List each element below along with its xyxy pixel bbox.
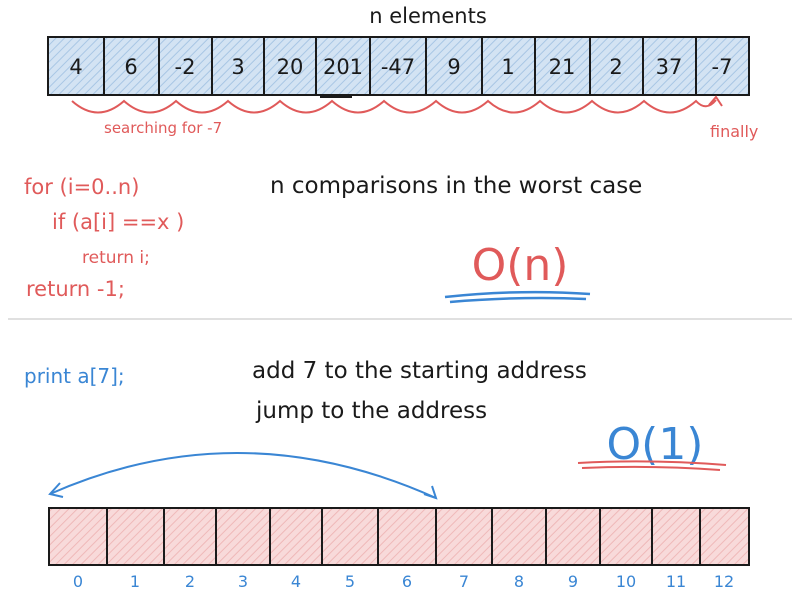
element-value: -7 xyxy=(712,55,733,79)
arrowhead-end-icon xyxy=(423,485,438,500)
print-code: print a[7]; xyxy=(24,364,125,388)
index-label: 11 xyxy=(666,572,686,591)
index-label: 9 xyxy=(568,572,578,591)
search-label: searching for -7 xyxy=(104,119,222,137)
element-value: 4 xyxy=(69,55,82,79)
element-value: 6 xyxy=(124,55,137,79)
code-line: return -1; xyxy=(26,277,125,301)
top-array-values: 4 6 -2 3 20 201 -47 9 1 21 2 37 -7 xyxy=(69,55,732,79)
worst-case-note: n comparisons in the worst case xyxy=(270,173,642,199)
element-value: 21 xyxy=(549,55,576,79)
index-label: 3 xyxy=(238,572,248,591)
index-label: 1 xyxy=(130,572,140,591)
complexity-linear: O(n) xyxy=(472,240,569,291)
step-add-offset: add 7 to the starting address xyxy=(252,358,587,384)
arrowhead-start-icon xyxy=(48,482,64,498)
element-value: 37 xyxy=(656,55,683,79)
index-label: 0 xyxy=(73,572,83,591)
top-array xyxy=(47,36,750,96)
element-value: 20 xyxy=(277,55,304,79)
index-label: 2 xyxy=(185,572,195,591)
element-value: 3 xyxy=(231,55,244,79)
index-label: 10 xyxy=(616,572,636,591)
complexity-constant-underline xyxy=(577,460,727,471)
step-jump: jump to the address xyxy=(255,398,487,424)
complexity-linear-underline xyxy=(444,290,591,304)
index-label: 8 xyxy=(514,572,524,591)
index-label: 4 xyxy=(291,572,301,591)
elements-title: n elements xyxy=(369,4,487,28)
found-label: finally xyxy=(710,122,758,141)
search-loops xyxy=(71,99,717,114)
linear-search-code: for (i=0..n) if (a[i] ==x ) return i; re… xyxy=(24,175,184,301)
element-value: 9 xyxy=(447,55,460,79)
index-label: 12 xyxy=(714,572,734,591)
index-label: 6 xyxy=(402,572,412,591)
code-line: if (a[i] ==x ) xyxy=(52,210,184,234)
index-label: 5 xyxy=(345,572,355,591)
jump-arrow xyxy=(49,452,437,499)
code-line: for (i=0..n) xyxy=(24,175,139,199)
element-value: 2 xyxy=(609,55,622,79)
element-value: 1 xyxy=(501,55,514,79)
index-label: 7 xyxy=(459,572,469,591)
bottom-array-indices: 0 1 2 3 4 5 6 7 8 9 10 11 12 xyxy=(73,572,734,591)
bottom-array xyxy=(48,507,750,566)
found-arrow-icon xyxy=(708,95,723,107)
element-value: 201 xyxy=(323,55,363,79)
element-value: -47 xyxy=(381,55,415,79)
element-value: -2 xyxy=(175,55,196,79)
code-line: return i; xyxy=(82,248,150,268)
